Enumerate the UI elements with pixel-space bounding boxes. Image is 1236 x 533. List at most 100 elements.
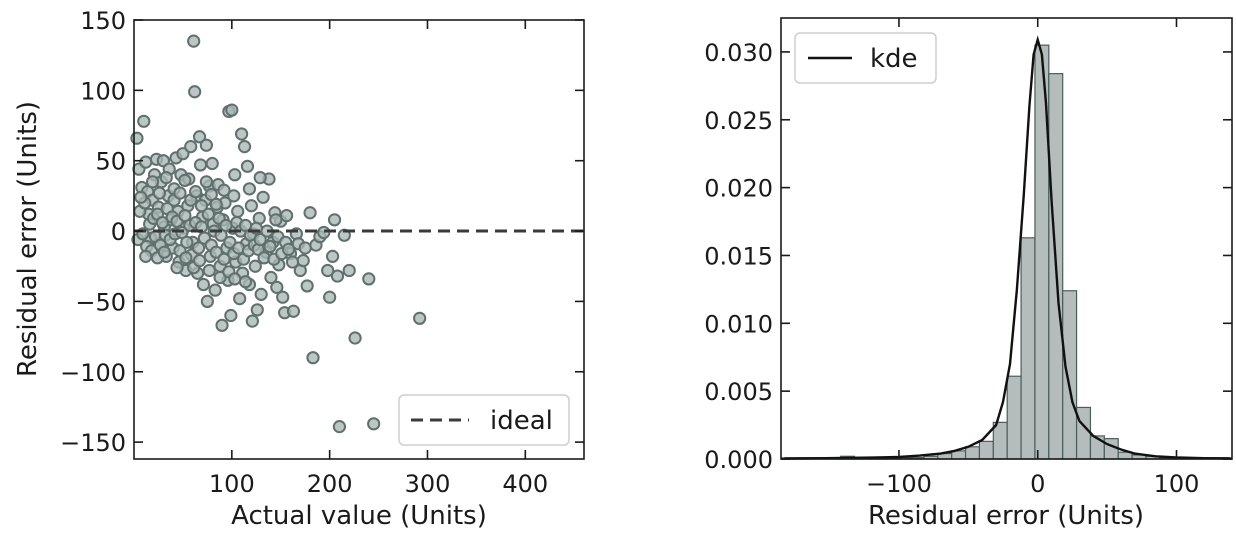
- scatter-point: [280, 208, 294, 223]
- scatter-point: [201, 207, 215, 221]
- scatter-point: [253, 232, 267, 247]
- scatter-point: [281, 242, 296, 256]
- scatter-point: [413, 311, 427, 325]
- scatter-point: [332, 420, 347, 434]
- scatter-point: [199, 175, 213, 189]
- scatter-point: [323, 290, 337, 304]
- right-y-tick-label: 0.015: [704, 242, 773, 270]
- scatter-point: [233, 291, 247, 306]
- scatter-point: [145, 175, 160, 189]
- left-y-tick-label: −150: [60, 429, 126, 457]
- scatter-point: [367, 417, 381, 431]
- left-y-tick-label: −50: [75, 288, 126, 316]
- left-legend: ideal: [398, 394, 570, 446]
- scatter-point: [254, 287, 268, 301]
- kde-curve: [780, 35, 1233, 460]
- scatter-point: [264, 270, 278, 285]
- left-y-tick-label: 0: [111, 218, 126, 246]
- scatter-point: [217, 183, 231, 197]
- right-x-tick-label: 100: [1154, 470, 1200, 498]
- scatter-point: [217, 252, 231, 266]
- scatter-point: [137, 114, 151, 128]
- scatter-point: [330, 269, 345, 283]
- scatter-point: [180, 235, 194, 249]
- left-legend-box: [398, 394, 570, 446]
- right-y-tick-label: 0.010: [704, 310, 773, 338]
- scatter-point: [155, 216, 169, 230]
- scatter-point: [306, 351, 320, 365]
- scatter-point: [191, 241, 206, 255]
- scatter-point: [196, 277, 211, 292]
- scatter-point: [237, 140, 252, 154]
- scatter-point: [193, 158, 208, 172]
- scatter-point: [327, 213, 342, 227]
- scatter-point: [263, 239, 277, 254]
- scatter-point: [245, 314, 259, 328]
- right-y-tick-label: 0.025: [704, 107, 773, 135]
- scatter-point: [362, 272, 376, 286]
- left-y-axis-label: Residual error (Units): [13, 101, 43, 377]
- scatter-point: [240, 159, 255, 173]
- scatter-point: [152, 186, 167, 200]
- left-y-tick-label: −100: [60, 359, 126, 387]
- scatter-point: [296, 254, 310, 268]
- left-x-tick-label: 200: [307, 470, 353, 498]
- scatter-point: [178, 173, 192, 188]
- scatter-point: [270, 280, 284, 294]
- legend-ideal-label: ideal: [490, 406, 553, 436]
- scatter-point: [189, 185, 203, 199]
- scatter-point: [227, 189, 241, 203]
- scatter-point: [130, 131, 144, 145]
- scatter-point: [134, 190, 148, 204]
- scatter-point: [199, 138, 213, 152]
- scatter-point: [244, 199, 258, 213]
- residual-scatter-panel: 100 200 300 400 −150 −100 −50 0 50 100 150 Actual …: [13, 7, 585, 531]
- right-y-tick-label: 0.030: [704, 39, 773, 67]
- histogram-bar: [978, 440, 994, 460]
- right-x-tick-label: −100: [866, 470, 932, 498]
- left-tick-labels: 100 200 300 400 −150 −100 −50 0 50 100 150: [60, 7, 548, 498]
- right-y-tick-label: 0.005: [704, 378, 773, 406]
- residual-histogram-panel: −100 0 100 0.000 0.005 0.010 0.015 0.020 0.025 0.…: [704, 17, 1233, 531]
- left-y-tick-label: 100: [80, 77, 126, 105]
- scatter-point: [187, 34, 201, 48]
- scatter-point: [179, 251, 193, 265]
- scatter-point: [200, 294, 214, 309]
- scatter-point: [184, 140, 198, 154]
- scatter-point: [192, 130, 207, 144]
- scatter-point: [242, 182, 257, 196]
- legend-kde-label: kde: [870, 44, 918, 74]
- scatter-point: [238, 275, 253, 289]
- scatter-point: [192, 254, 207, 268]
- scatter-point: [208, 283, 222, 297]
- right-x-axis-label: Residual error (Units): [868, 501, 1144, 531]
- scatter-point: [205, 156, 219, 171]
- scatter-point: [188, 85, 202, 99]
- scatter-point: [139, 155, 153, 169]
- scatter-point: [219, 218, 233, 233]
- histogram-bar: [1075, 406, 1092, 460]
- scatter-point: [157, 245, 171, 259]
- left-y-tick-label: 50: [95, 148, 126, 176]
- scatter-point: [321, 263, 335, 278]
- scatter-point: [202, 263, 216, 278]
- scatter-point: [173, 186, 187, 200]
- scatter-point: [225, 103, 239, 117]
- right-y-tick-label: 0.000: [704, 446, 773, 474]
- histogram-bar: [1020, 237, 1036, 460]
- scatter-point: [256, 190, 270, 204]
- scatter-point: [276, 290, 290, 304]
- scatter-point: [228, 272, 242, 286]
- right-legend: kde: [794, 32, 937, 84]
- scatter-point: [248, 259, 262, 273]
- scatter-point: [250, 303, 264, 317]
- right-tick-labels: −100 0 100 0.000 0.005 0.010 0.015 0.020 0.025 0.…: [704, 39, 1199, 498]
- scatter-point: [298, 241, 312, 255]
- scatter-point: [300, 279, 314, 293]
- scatter-point: [253, 170, 267, 185]
- left-plot-frame: [133, 19, 585, 460]
- left-x-tick-label: 100: [209, 470, 255, 498]
- scatter-point: [159, 170, 173, 185]
- scatter-point: [348, 331, 362, 345]
